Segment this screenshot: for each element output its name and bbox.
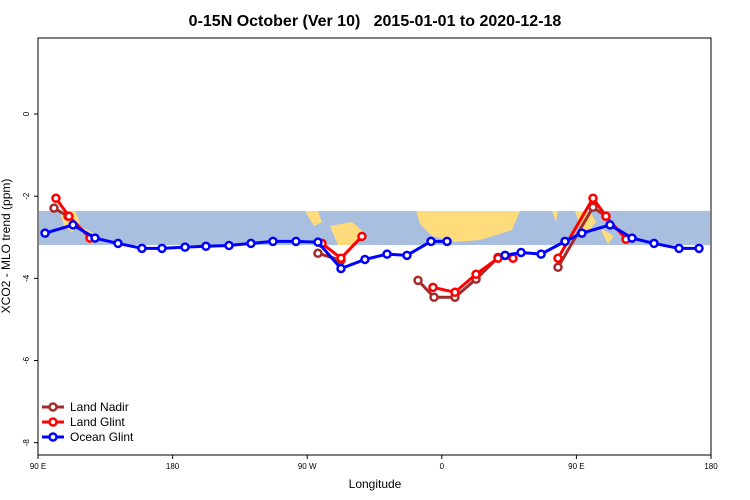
x-tick-label: 90 W [298,462,317,471]
land [600,228,614,244]
point [413,275,423,286]
x-tick-label: 180 [166,462,180,471]
y-axis-label: XCO2 - MLO trend (ppm) [0,179,13,314]
land [552,211,558,222]
y-tick-label: -8 [22,439,31,447]
legend-marker [48,402,58,412]
x-tick-label: 90 E [30,462,46,471]
point [649,238,659,249]
point [291,236,301,247]
point [382,249,392,259]
point [500,250,510,261]
point [450,287,460,298]
legend-label: Land Nadir [70,400,129,414]
y-tick-label: -2 [22,192,31,200]
x-tick-label: 0 [440,462,445,471]
point [268,236,278,247]
point [588,202,598,213]
point [90,233,100,243]
point [577,228,587,238]
point [224,240,234,251]
x-tick-label: 90 E [568,462,584,471]
y-tick-label: 0 [22,111,31,116]
point [40,228,50,238]
point [64,211,74,222]
point [442,236,452,247]
legend-marker [48,417,58,427]
point [113,238,123,249]
legend-label: Land Glint [70,415,125,429]
point [601,211,611,222]
point [560,236,570,247]
point [68,220,78,230]
point [588,193,598,203]
point [313,248,323,259]
legend-marker [48,432,58,442]
point [694,243,704,254]
y-tick-label: -4 [22,274,31,282]
point [428,282,438,293]
point [137,243,147,254]
point [605,220,615,230]
point [536,249,546,259]
point [426,236,436,247]
legend-label: Ocean Glint [70,430,134,444]
land [305,211,322,226]
point [553,253,563,263]
land [330,222,366,245]
point [246,238,256,249]
point [357,231,367,242]
point [360,254,370,265]
y-tick-label: -6 [22,356,31,364]
point [516,247,526,258]
plot-frame [37,37,712,456]
point [674,243,684,254]
point [402,250,412,261]
point [553,262,563,272]
point [336,253,346,263]
point [313,237,323,247]
point [429,292,439,302]
chart-title: 0-15N October (Ver 10) 2015-01-01 to 202… [189,13,562,30]
point [336,263,346,274]
point [157,243,167,254]
point [180,242,190,252]
point [627,233,637,243]
land [416,211,520,242]
point [471,269,481,279]
point [49,203,59,213]
x-axis-label: Longitude [349,477,402,491]
point [201,241,211,252]
point [51,193,61,203]
x-tick-label: 180 [704,462,718,471]
